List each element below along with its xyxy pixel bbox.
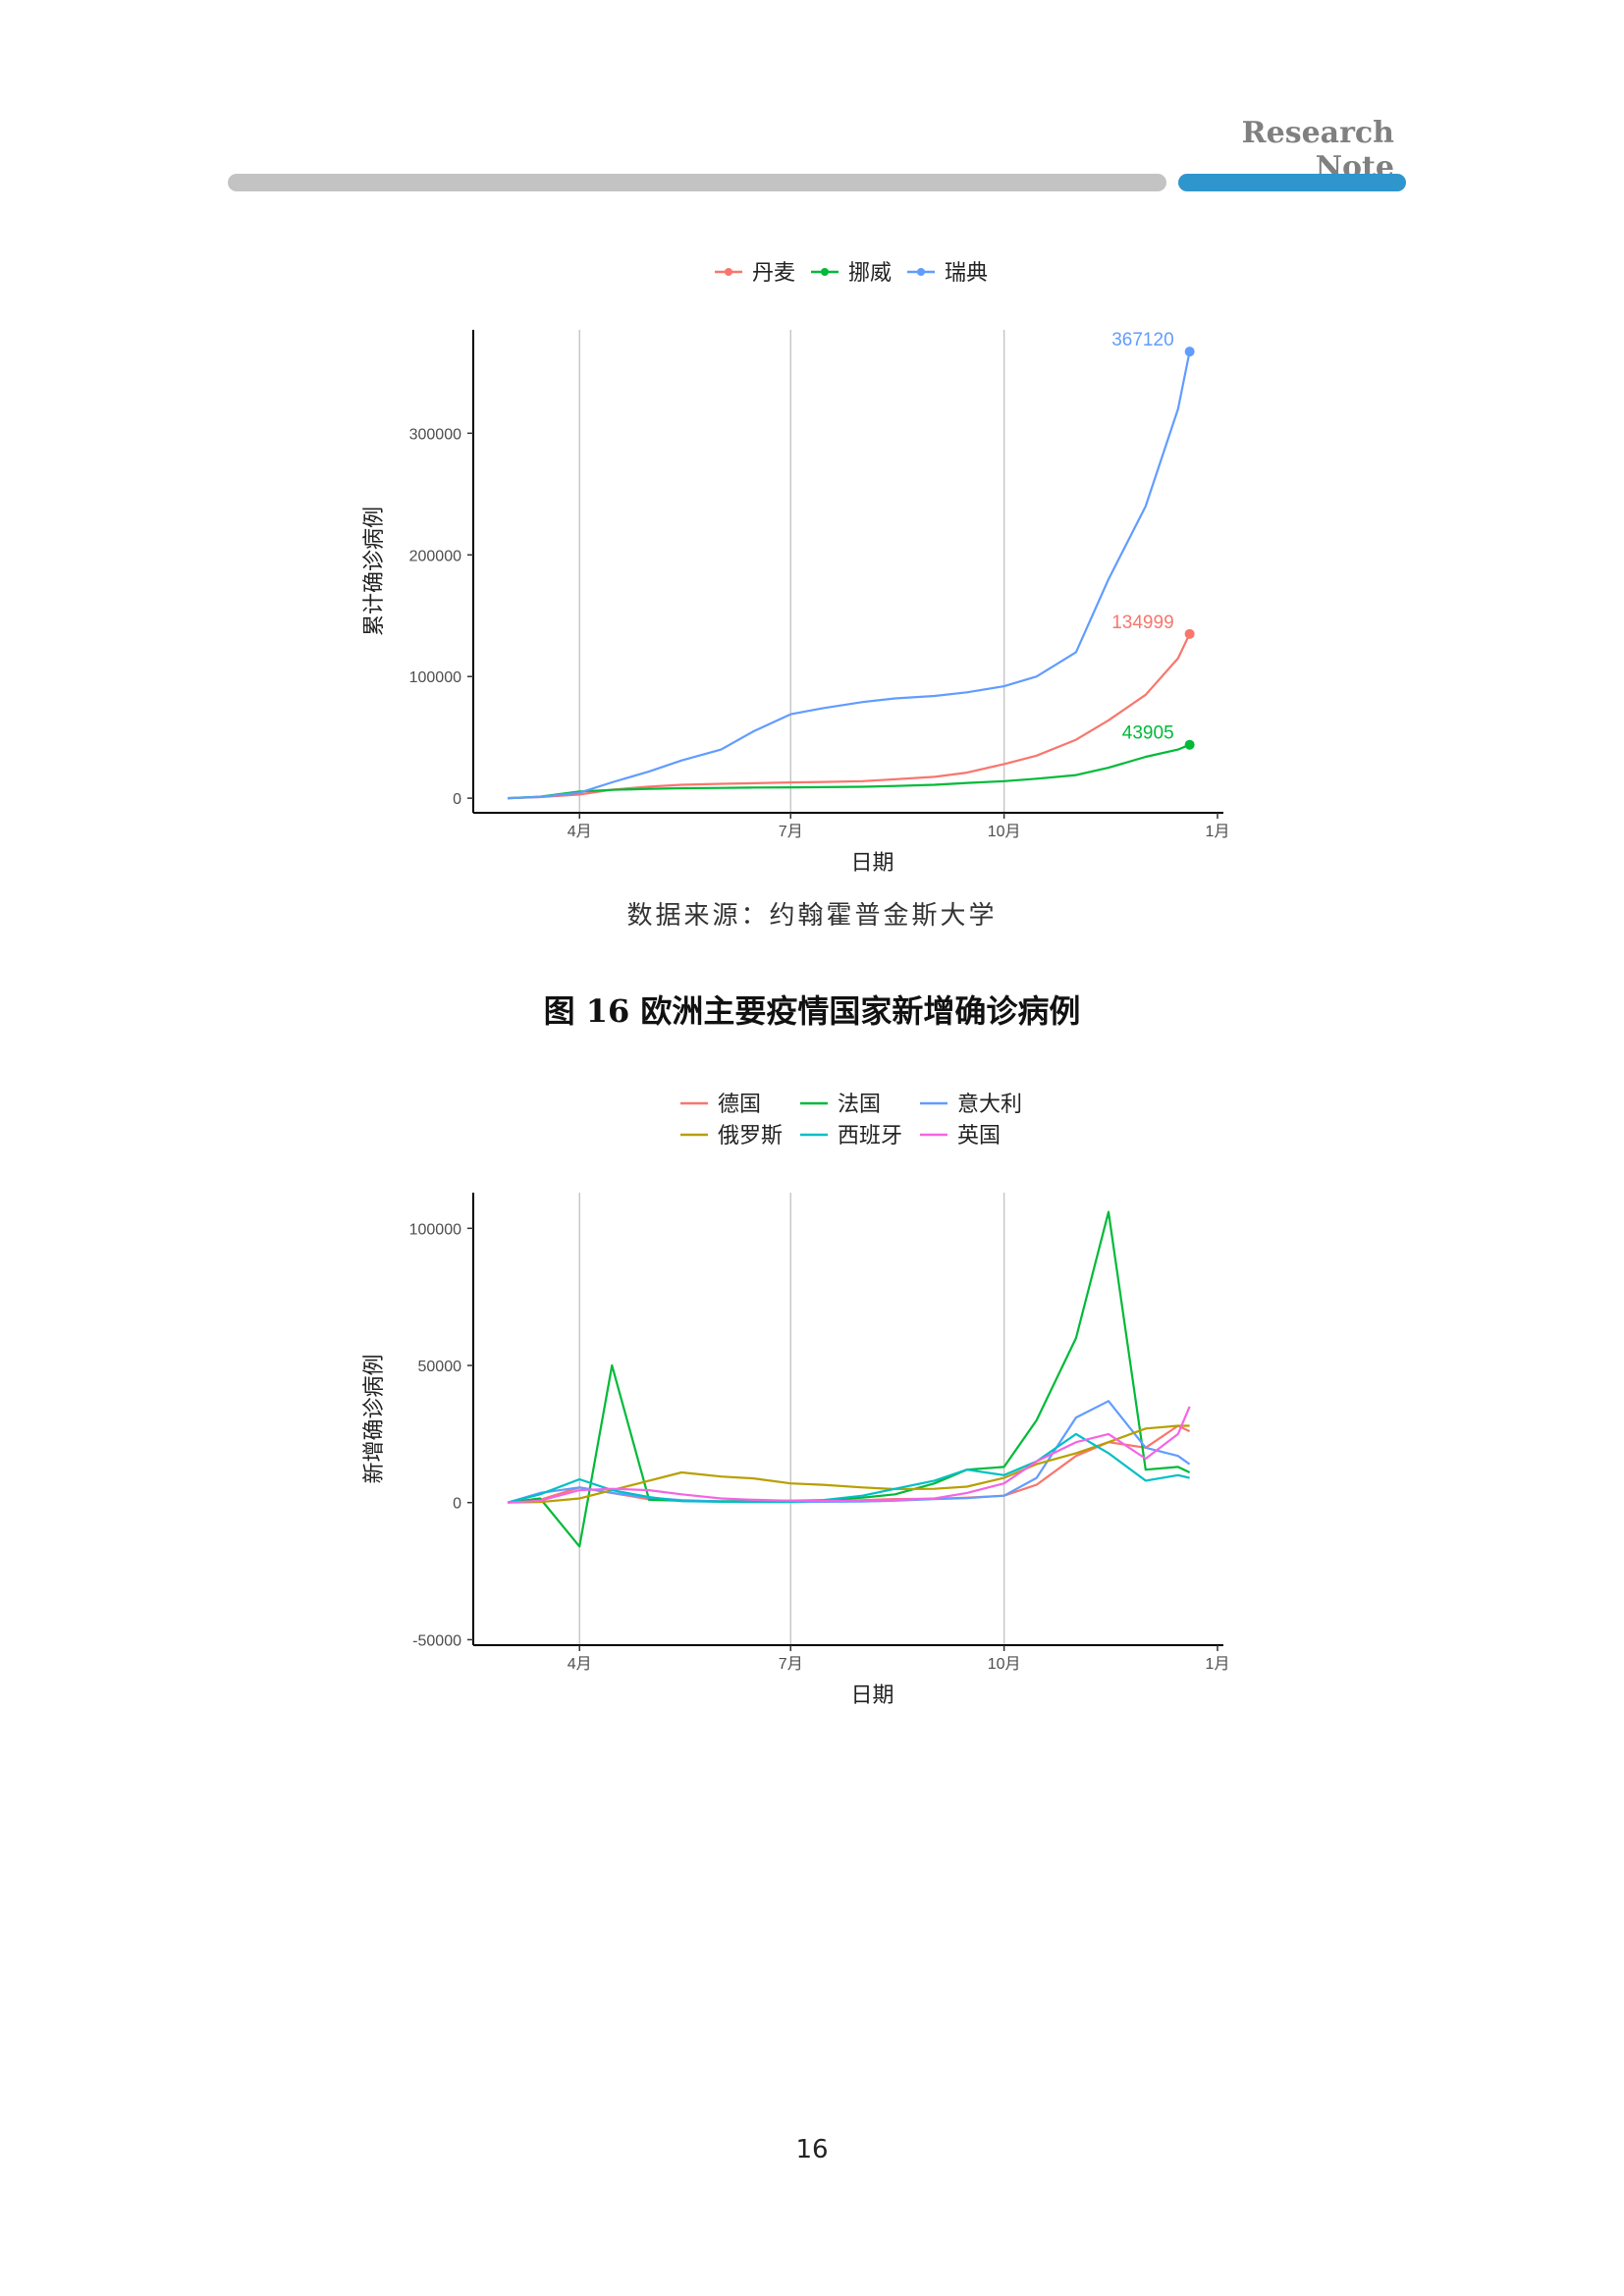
series-line-2	[507, 1210, 1191, 1548]
series-line-2	[507, 743, 1191, 800]
series-line-4	[507, 1424, 1190, 1504]
y-tick-label: 0	[453, 791, 461, 808]
legend-label-1: 丹麦	[752, 261, 795, 286]
figure-title: 图 16 欧洲主要疫情国家新增确诊病例	[543, 992, 1081, 1030]
legend-label-2: 法国	[838, 1093, 881, 1117]
x-tick-label: 4月	[568, 1656, 592, 1673]
series-end-point-3	[1184, 347, 1195, 357]
x-tick-label: 10月	[988, 824, 1021, 840]
x-axis-title: 日期	[850, 1683, 893, 1708]
header-title: Research Note	[1241, 116, 1394, 185]
header-divider-blue	[1178, 174, 1406, 191]
legend-label-1: 德国	[718, 1093, 761, 1117]
series-end-label-2: 43905	[1122, 723, 1174, 744]
series-end-label-3: 367120	[1111, 330, 1173, 350]
new-cases-chart: 4月 7月 10月 1月 -50000 0 50000 100000 日期 新增确诊病例 德国 法国 意…	[362, 1093, 1230, 1708]
series-end-point-2	[1184, 739, 1195, 750]
x-tick-label: 7月	[779, 1656, 803, 1673]
x-tick-label: 4月	[568, 824, 592, 840]
series-line-3	[507, 350, 1191, 800]
legend-label-5: 西班牙	[838, 1124, 902, 1148]
y-axis-title: 新增确诊病例	[362, 1354, 387, 1483]
header-divider-gray	[228, 174, 1166, 191]
x-tick-label: 1月	[1206, 824, 1230, 840]
legend-dot-3	[917, 268, 925, 276]
y-tick-label: 300000	[409, 426, 461, 443]
y-tick-label: 0	[453, 1496, 461, 1513]
legend-label-4: 俄罗斯	[718, 1124, 783, 1148]
x-tick-label: 7月	[779, 824, 803, 840]
y-tick-label: 200000	[409, 548, 461, 564]
y-tick-label: 100000	[409, 1221, 461, 1238]
legend-label-3: 瑞典	[945, 261, 988, 286]
y-tick-label: 100000	[409, 669, 461, 686]
series-line-5	[507, 1432, 1190, 1504]
data-source-note: 数据来源：约翰霍普金斯大学	[626, 901, 998, 931]
x-axis-title: 日期	[850, 851, 893, 876]
legend-label-3: 意大利	[957, 1093, 1022, 1117]
series-end-label-1: 134999	[1111, 613, 1173, 633]
legend-dot-1	[725, 268, 732, 276]
legend-dot-2	[821, 268, 829, 276]
series-line-6	[507, 1406, 1191, 1504]
y-tick-label: -50000	[412, 1632, 461, 1649]
y-tick-label: 50000	[418, 1359, 462, 1375]
page-number: 16	[795, 2135, 829, 2164]
legend-label-2: 挪威	[848, 261, 892, 286]
x-tick-label: 10月	[988, 1656, 1021, 1673]
cumulative-cases-chart: 4月 7月 10月 1月 0 100000 200000 300000 日期 累计确诊病例 1349…	[362, 261, 1230, 876]
x-tick-label: 1月	[1206, 1656, 1230, 1673]
series-end-point-1	[1184, 628, 1195, 639]
legend-label-6: 英国	[957, 1124, 1001, 1148]
y-axis-title: 累计确诊病例	[362, 507, 387, 636]
